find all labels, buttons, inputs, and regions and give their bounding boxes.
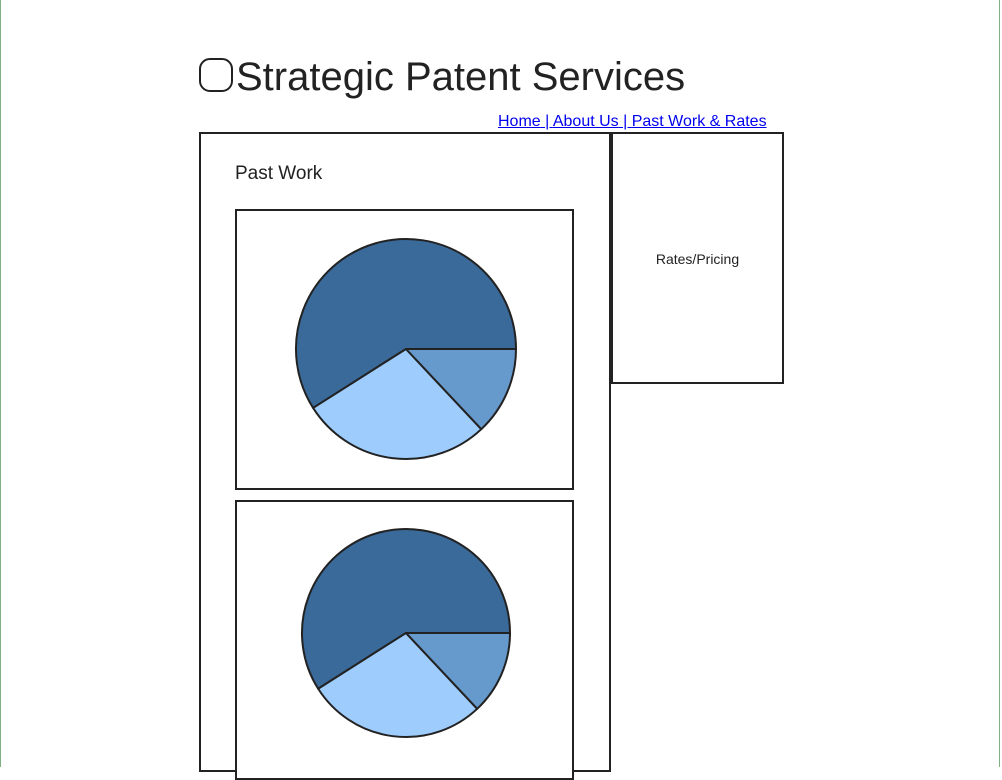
nav-link-home[interactable]: Home — [498, 113, 541, 130]
site-title: Strategic Patent Services — [236, 55, 686, 99]
nav-link-about[interactable]: About Us — [552, 113, 619, 130]
nav-separator: | — [618, 113, 632, 130]
pie-slice — [317, 632, 479, 738]
nav-link-past-work-rates[interactable]: Past Work & Rates — [631, 113, 767, 130]
pie-chart-card — [235, 500, 574, 780]
rates-pricing-label: Rates/Pricing — [655, 251, 740, 267]
pie-chart — [301, 528, 511, 738]
logo-icon — [199, 58, 233, 92]
pie-slice — [295, 238, 517, 409]
past-work-heading: Past Work — [235, 163, 323, 184]
pie-slice — [312, 348, 483, 460]
nav-separator: | — [540, 113, 553, 130]
pie-chart-card — [235, 209, 574, 490]
nav-bar: Home | About Us | Past Work & Rates — [498, 113, 767, 131]
rates-pricing-panel[interactable]: Rates/Pricing — [611, 132, 784, 384]
pie-slice — [301, 528, 511, 690]
pie-slice — [405, 632, 511, 710]
pie-chart — [295, 238, 517, 460]
pie-slice — [405, 348, 517, 431]
